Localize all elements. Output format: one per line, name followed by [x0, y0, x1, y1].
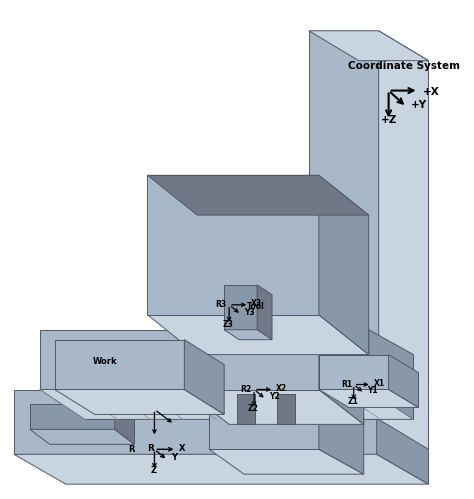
Polygon shape [309, 31, 428, 61]
Polygon shape [115, 405, 135, 444]
Text: X2: X2 [276, 384, 287, 393]
Text: Tool: Tool [247, 302, 265, 311]
Polygon shape [277, 395, 295, 424]
Polygon shape [224, 285, 257, 330]
Text: +Z: +Z [381, 115, 397, 125]
Polygon shape [319, 175, 369, 355]
Text: Z1: Z1 [347, 397, 358, 407]
Polygon shape [319, 390, 364, 474]
Text: Y1: Y1 [367, 387, 378, 396]
Polygon shape [257, 285, 272, 340]
Text: R: R [128, 445, 135, 454]
Text: R1: R1 [341, 380, 352, 389]
Polygon shape [184, 390, 364, 424]
Polygon shape [14, 390, 377, 454]
Polygon shape [319, 315, 364, 424]
Polygon shape [377, 390, 428, 484]
Polygon shape [319, 390, 419, 408]
Polygon shape [319, 355, 389, 390]
Text: Z2: Z2 [247, 404, 258, 413]
Text: Y: Y [171, 453, 177, 462]
Text: X: X [178, 444, 185, 453]
Polygon shape [219, 405, 319, 429]
Text: Z3: Z3 [223, 320, 234, 329]
Text: X1: X1 [374, 379, 385, 388]
Text: +X: +X [422, 86, 439, 97]
Polygon shape [40, 390, 413, 419]
Polygon shape [14, 454, 428, 484]
Text: +Y: +Y [410, 100, 427, 110]
Polygon shape [147, 175, 319, 315]
Polygon shape [184, 315, 319, 390]
Text: Z: Z [150, 466, 156, 475]
Polygon shape [147, 175, 369, 215]
Polygon shape [184, 340, 224, 414]
Text: X3: X3 [251, 299, 262, 308]
Polygon shape [30, 429, 135, 444]
Text: R3: R3 [216, 300, 227, 309]
Polygon shape [379, 31, 428, 449]
Polygon shape [319, 405, 344, 446]
Polygon shape [224, 330, 272, 340]
Polygon shape [369, 330, 413, 419]
Text: Y3: Y3 [244, 308, 255, 317]
Polygon shape [147, 315, 369, 355]
Polygon shape [219, 429, 344, 446]
Text: R: R [147, 444, 155, 453]
Polygon shape [209, 390, 319, 449]
Text: Y2: Y2 [269, 392, 280, 402]
Polygon shape [55, 340, 184, 390]
Polygon shape [389, 355, 419, 408]
Polygon shape [40, 330, 369, 390]
Polygon shape [30, 405, 115, 429]
Polygon shape [237, 395, 255, 424]
Polygon shape [55, 390, 224, 414]
Polygon shape [309, 31, 379, 419]
Text: Work: Work [92, 357, 117, 366]
Polygon shape [209, 449, 364, 474]
Text: Coordinate System: Coordinate System [347, 61, 460, 71]
Text: R2: R2 [241, 385, 252, 394]
